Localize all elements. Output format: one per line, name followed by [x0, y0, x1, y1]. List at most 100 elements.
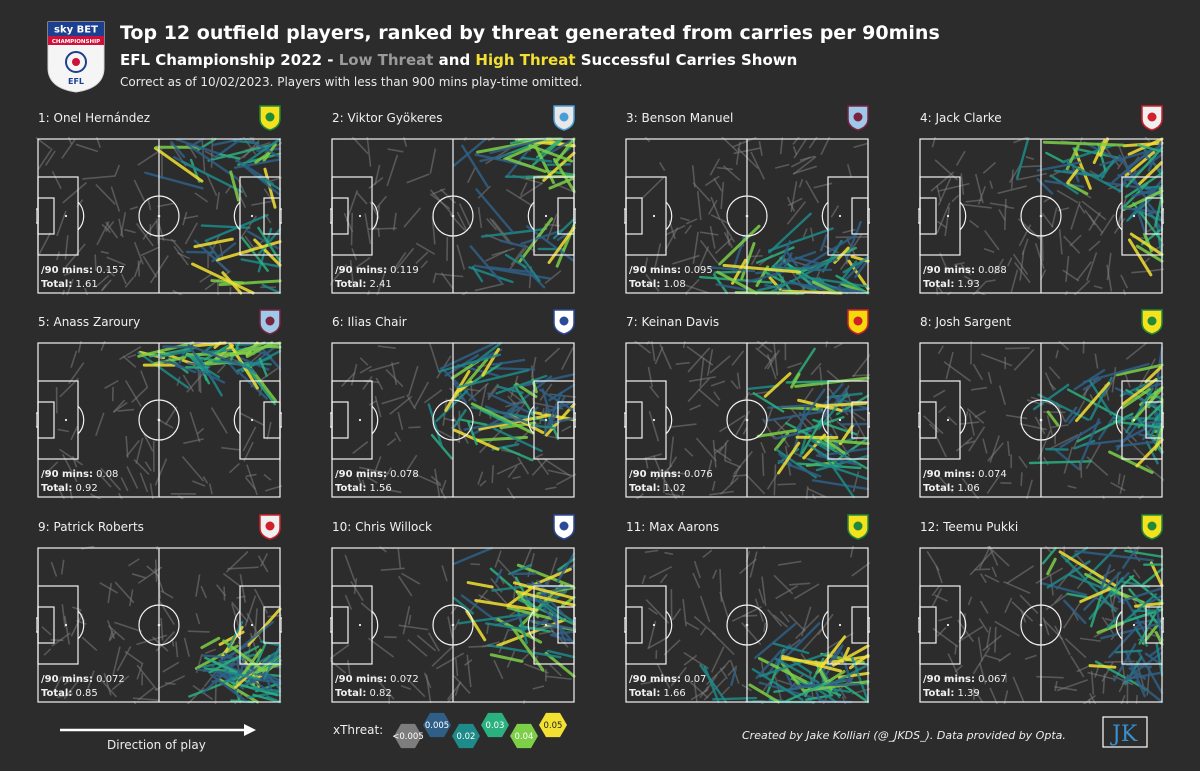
carry-mark [350, 581, 364, 602]
carry-mark [538, 630, 554, 635]
carry-mark [470, 362, 503, 385]
carry-mark [852, 353, 870, 378]
carry-mark [207, 142, 277, 162]
carry-mark [507, 465, 518, 478]
carry-mark [82, 175, 115, 180]
carry-mark [136, 634, 168, 646]
carry-mark [380, 567, 405, 572]
carry-mark [397, 575, 413, 597]
carry-mark [245, 473, 257, 478]
carry-mark [124, 380, 142, 407]
carry-mark [440, 272, 454, 289]
carry-mark [512, 581, 574, 600]
carry-mark [70, 425, 79, 441]
carry-mark [1024, 654, 1037, 660]
carry-mark [193, 237, 234, 249]
carry-mark [387, 148, 404, 153]
chart-title: Top 12 outfield players, ranked by threa… [120, 22, 940, 44]
carry-mark [1078, 204, 1086, 214]
carry-mark [104, 380, 119, 389]
carry-mark [1076, 261, 1093, 281]
carry-mark [225, 670, 261, 681]
carry-mark [101, 279, 112, 291]
carry-mark [934, 594, 948, 602]
carry-mark [436, 273, 464, 278]
player-name: 7: Keinan Davis [626, 315, 720, 329]
pitch [36, 137, 282, 295]
carry-mark [1133, 626, 1149, 647]
carry-mark [397, 411, 404, 431]
carry-mark [834, 663, 870, 683]
carry-mark [936, 202, 951, 234]
carry-mark [1018, 456, 1028, 469]
carry-mark [998, 652, 1012, 663]
carry-mark [44, 150, 56, 166]
carry-mark [1120, 274, 1129, 289]
carry-mark [1081, 200, 1107, 221]
total-stat: Total: 1.61 [41, 279, 98, 290]
carry-mark [1007, 441, 1011, 457]
carry-mark [1134, 601, 1164, 608]
carry-mark [954, 644, 958, 655]
carry-mark [63, 270, 74, 277]
carry-mark [266, 421, 272, 440]
carry-mark [1073, 280, 1091, 295]
carry-mark [847, 164, 853, 178]
carry-mark [184, 222, 198, 245]
carry-mark [1148, 645, 1164, 658]
carry-mark [980, 353, 1013, 367]
per90-stat: /90 mins: 0.074 [923, 469, 1007, 480]
carry-mark [1006, 565, 1035, 584]
carry-mark [244, 235, 256, 251]
carry-mark [450, 604, 459, 615]
carry-mark [959, 421, 980, 425]
carry-mark [111, 675, 130, 691]
carry-mark [826, 369, 840, 381]
carry-mark [851, 656, 869, 702]
carry-mark [640, 678, 669, 685]
carry-mark [133, 458, 150, 475]
carry-mark [128, 558, 140, 567]
carry-mark [645, 273, 660, 292]
carry-mark [455, 658, 459, 677]
carry-mark [937, 405, 947, 414]
carry-mark [241, 137, 282, 167]
carry-mark [763, 622, 767, 632]
carry-mark [94, 254, 97, 272]
carry-mark [646, 341, 651, 345]
carry-mark [711, 480, 716, 491]
carry-mark [508, 563, 533, 576]
carry-mark [840, 646, 851, 664]
carry-mark [1020, 472, 1023, 487]
carry-mark [120, 477, 129, 492]
carry-mark [193, 361, 221, 379]
carry-mark [532, 685, 545, 690]
carry-mark [998, 385, 1006, 406]
carry-mark [191, 262, 255, 295]
carry-mark [760, 442, 766, 454]
carry-mark [246, 464, 258, 496]
carry-mark [266, 695, 282, 704]
carry-mark [373, 674, 395, 700]
carry-mark [752, 392, 785, 413]
carry-mark [510, 247, 525, 266]
carry-mark [1125, 341, 1148, 360]
carry-mark [162, 661, 180, 673]
carry-mark [758, 588, 765, 604]
carry-mark [100, 467, 122, 491]
carry-mark [475, 435, 528, 442]
pitch [36, 546, 282, 704]
carry-mark [1003, 198, 1007, 231]
carry-mark [793, 138, 807, 159]
carry-mark [453, 675, 471, 694]
carry-mark [967, 596, 973, 606]
carry-mark [1041, 234, 1044, 262]
carry-mark [842, 228, 856, 234]
carry-mark [480, 227, 548, 238]
carry-mark [458, 203, 472, 229]
carry-mark [144, 171, 204, 190]
coventry-crest-icon [553, 105, 575, 131]
carry-mark [157, 349, 192, 359]
carry-mark [943, 677, 967, 680]
carry-mark [125, 435, 129, 458]
